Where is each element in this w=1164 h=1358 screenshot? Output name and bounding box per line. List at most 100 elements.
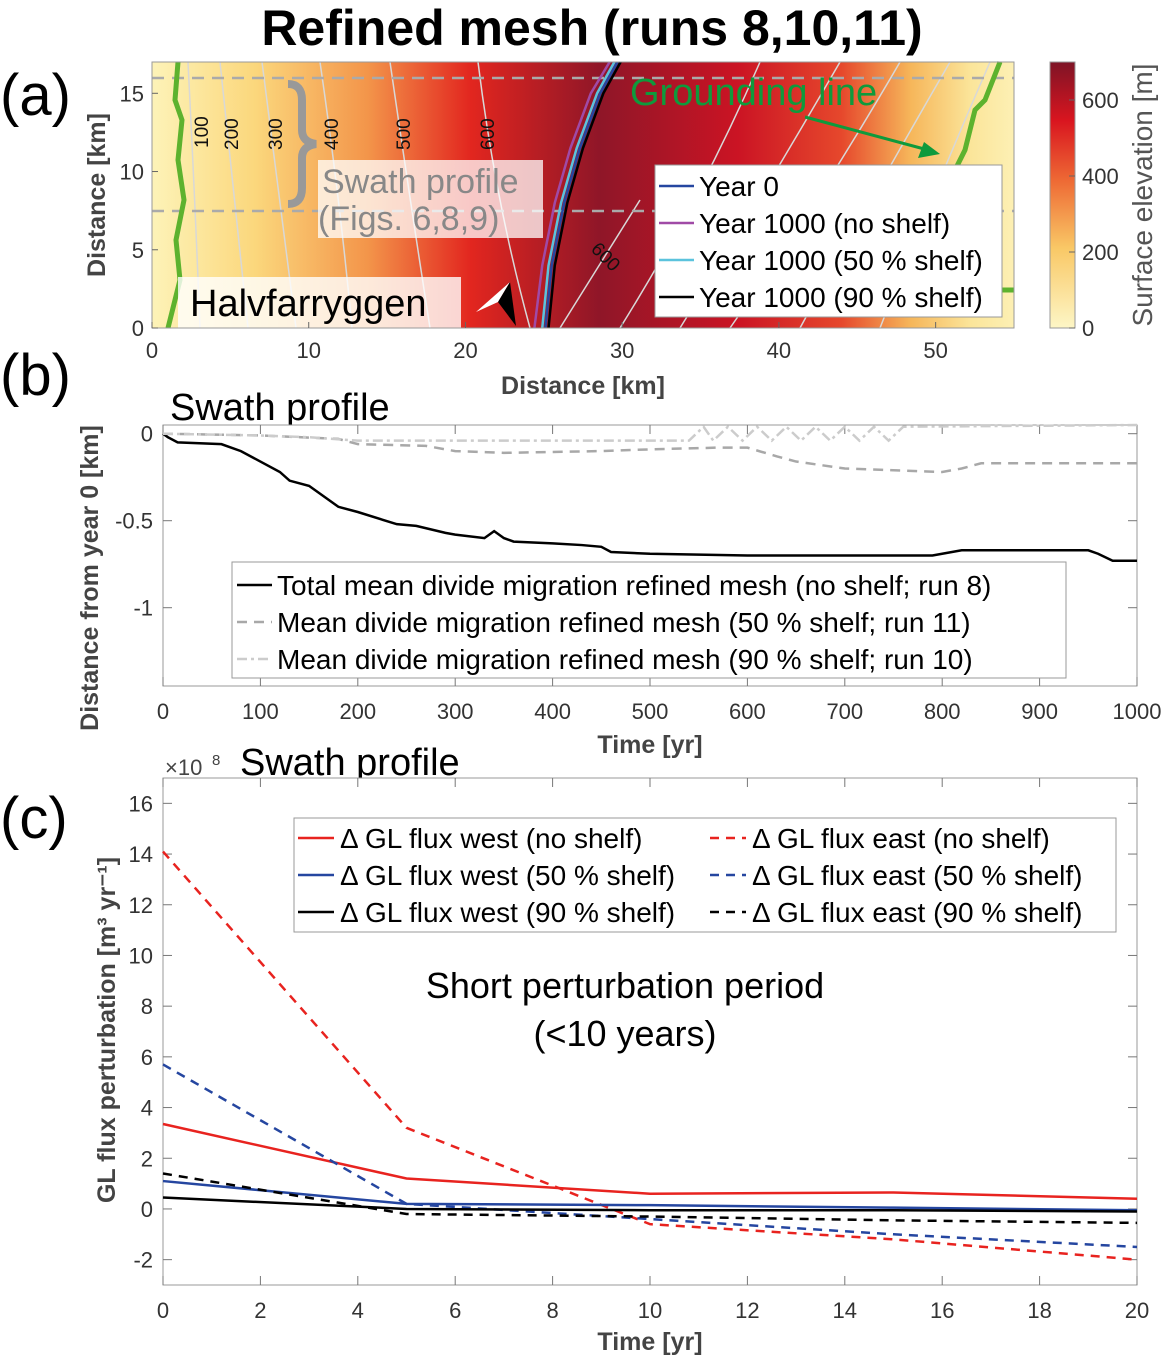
x-tick-label: 0 bbox=[146, 338, 158, 363]
contour-label: 300 bbox=[266, 118, 287, 150]
y-tick-label: 15 bbox=[120, 81, 144, 106]
x-tick-label: 300 bbox=[437, 699, 474, 724]
colorbar-tick-label: 600 bbox=[1082, 88, 1119, 113]
perturbation-annotation-1: Short perturbation period bbox=[426, 965, 824, 1006]
divide-line bbox=[544, 61, 619, 329]
colorbar-ticks: 0 200 400 600 bbox=[1069, 88, 1119, 341]
series-line bbox=[162, 432, 1137, 562]
grounding-line-west bbox=[165, 61, 187, 329]
legend-entry: Year 1000 (50 % shelf) bbox=[699, 245, 983, 276]
y-tick-label: 12 bbox=[129, 893, 153, 918]
series-line bbox=[162, 1122, 1138, 1201]
x-tick-label: 8 bbox=[546, 1298, 558, 1323]
legend-entry: Δ GL flux east (50 % shelf) bbox=[752, 860, 1082, 891]
series-line bbox=[162, 850, 1138, 1261]
panel-b-ylabel: Distance from year 0 [km] bbox=[76, 425, 104, 731]
x-tick-label: 10 bbox=[296, 338, 320, 363]
north-arrow-icon bbox=[476, 282, 516, 326]
x-tick-label: 10 bbox=[638, 1298, 662, 1323]
panel-c-ylabel: GL flux perturbation [m³ yr⁻¹] bbox=[93, 857, 121, 1203]
x-tick-label: 600 bbox=[729, 699, 766, 724]
swath-label-box bbox=[318, 160, 543, 238]
contour-labels: 100 200 300 400 500 600 600 bbox=[192, 116, 624, 276]
y-tick-label: 0 bbox=[141, 422, 153, 447]
x-tick-label: 900 bbox=[1021, 699, 1058, 724]
y-tick-label: -2 bbox=[133, 1248, 153, 1273]
y-tick-label: 2 bbox=[141, 1146, 153, 1171]
legend-entry: Year 0 bbox=[699, 171, 779, 202]
swath-figs-label: (Figs. 6,8,9) bbox=[318, 200, 499, 238]
colorbar-tick-label: 0 bbox=[1082, 316, 1094, 341]
series-line bbox=[162, 1196, 1138, 1213]
legend-entry: Year 1000 (no shelf) bbox=[699, 208, 950, 239]
map-ylabel: Distance [km] bbox=[83, 113, 111, 277]
y-tick-label: 0 bbox=[141, 1197, 153, 1222]
legend-entry: Mean divide migration refined mesh (90 %… bbox=[277, 644, 973, 675]
x-tick-label: 800 bbox=[924, 699, 961, 724]
y-tick-label: 5 bbox=[132, 238, 144, 263]
y-tick-label: -0.5 bbox=[115, 509, 153, 534]
panel-label-a: (a) bbox=[0, 63, 71, 128]
panel-c-xlabel: Time [yr] bbox=[597, 1328, 702, 1356]
legend-entry: Δ GL flux west (50 % shelf) bbox=[340, 860, 675, 891]
x-tick-label: 14 bbox=[833, 1298, 857, 1323]
y-tick-label: 4 bbox=[141, 1096, 153, 1121]
contour-label: 500 bbox=[394, 118, 415, 150]
place-label: Halvfarryggen bbox=[190, 283, 427, 325]
x-tick-label: 2 bbox=[254, 1298, 266, 1323]
map-xlabel: Distance [km] bbox=[501, 372, 665, 400]
legend-box bbox=[231, 561, 1067, 679]
panel-label-b: (b) bbox=[0, 343, 71, 408]
panel-b-xlabel: Time [yr] bbox=[597, 731, 702, 759]
x-tick-label: 12 bbox=[735, 1298, 759, 1323]
legend-entry: Δ GL flux east (90 % shelf) bbox=[752, 897, 1082, 928]
map-frame bbox=[151, 61, 1015, 329]
x-tick-label: 1000 bbox=[1113, 699, 1162, 724]
y-tick-label: 0 bbox=[132, 316, 144, 341]
panel-a-map: 100 200 300 400 500 600 600 Swath profil… bbox=[83, 61, 1158, 400]
panel-label-c: (c) bbox=[0, 786, 68, 851]
series-line bbox=[162, 1172, 1138, 1225]
panel-b-title: Swath profile bbox=[170, 387, 390, 429]
perturbation-annotation-2: (<10 years) bbox=[533, 1013, 716, 1054]
figure-title: Refined mesh (runs 8,10,11) bbox=[261, 0, 922, 56]
map-legend: Year 0 Year 1000 (no shelf) Year 1000 (50 … bbox=[654, 164, 1003, 318]
y-tick-label: 6 bbox=[141, 1045, 153, 1070]
series-line bbox=[162, 1063, 1138, 1249]
x-tick-label: 50 bbox=[923, 338, 947, 363]
grounding-line-label: Grounding line bbox=[630, 72, 877, 114]
y-tick-label: -1 bbox=[133, 596, 153, 621]
x-tick-label: 4 bbox=[352, 1298, 364, 1323]
legend-entry: Δ GL flux west (no shelf) bbox=[340, 823, 642, 854]
x-tick-label: 100 bbox=[242, 699, 279, 724]
divide-lines bbox=[533, 61, 622, 329]
series-line bbox=[162, 1179, 1138, 1212]
legend-entry: Mean divide migration refined mesh (50 %… bbox=[277, 607, 971, 638]
grounding-line-arrow bbox=[804, 115, 929, 152]
x-tick-label: 200 bbox=[339, 699, 376, 724]
y-tick-label: 10 bbox=[129, 943, 153, 968]
contour-label: 400 bbox=[322, 118, 343, 150]
colorbar bbox=[1049, 61, 1076, 329]
y-tick-label: 10 bbox=[120, 160, 144, 185]
x-tick-label: 20 bbox=[453, 338, 477, 363]
legend-entry: Year 1000 (90 % shelf) bbox=[699, 282, 983, 313]
x-tick-label: 500 bbox=[632, 699, 669, 724]
contour-label: 100 bbox=[192, 116, 213, 148]
panel-b-plot: 0 100 200 300 400 500 600 700 800 900 1000 0 -0.5 -1 T… bbox=[115, 422, 1161, 724]
legend-entry: Total mean divide migration refined mesh… bbox=[277, 570, 991, 601]
x-tick-label: 6 bbox=[449, 1298, 461, 1323]
x-tick-label: 400 bbox=[534, 699, 571, 724]
legend-entry: Δ GL flux east (no shelf) bbox=[752, 823, 1050, 854]
x-tick-label: 0 bbox=[157, 699, 169, 724]
x-tick-label: 20 bbox=[1125, 1298, 1149, 1323]
x-tick-label: 40 bbox=[767, 338, 791, 363]
x-tick-label: 700 bbox=[826, 699, 863, 724]
y-tick-label: 16 bbox=[129, 791, 153, 816]
x-tick-label: 18 bbox=[1027, 1298, 1051, 1323]
x-tick-label: 0 bbox=[157, 1298, 169, 1323]
divide-line bbox=[541, 61, 616, 329]
